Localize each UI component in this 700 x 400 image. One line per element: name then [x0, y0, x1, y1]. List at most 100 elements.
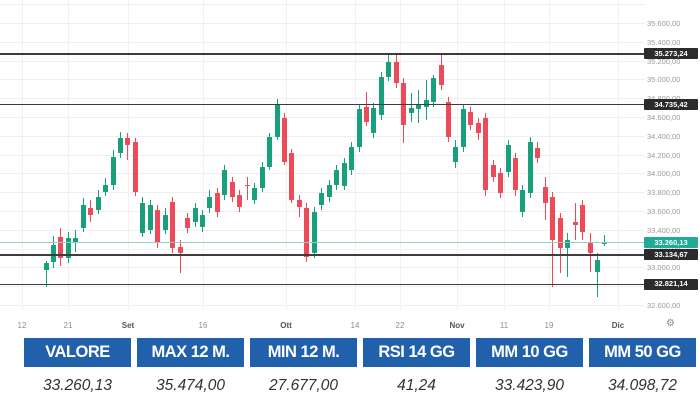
candle [155, 210, 161, 243]
candle [431, 77, 437, 102]
candle [244, 185, 250, 187]
candle [468, 112, 474, 125]
h-gridline [0, 60, 645, 62]
time-tick-label[interactable]: 14 [350, 321, 360, 330]
price-line-label[interactable]: 35.273,24 [644, 48, 698, 60]
price-line-label[interactable]: 32.821,14 [644, 278, 698, 290]
candle [341, 163, 347, 186]
candle [65, 238, 71, 258]
candle [214, 193, 220, 212]
h-gridline [0, 229, 645, 231]
price-tick-label[interactable]: 34.200,00 [647, 150, 681, 160]
candlestick-chart[interactable]: 35.600,00 35.400,00 35.200,00 35.000,00 34.8… [0, 0, 700, 336]
candle [237, 195, 243, 208]
candle [140, 202, 146, 233]
candle [80, 205, 86, 228]
time-tick-label[interactable]: 22 [395, 321, 405, 330]
candle [296, 199, 302, 208]
time-tick-label[interactable]: Dic [611, 321, 625, 330]
candle [43, 262, 49, 271]
candle [304, 208, 310, 258]
candle [445, 101, 451, 137]
candle-wick [45, 260, 47, 288]
plot-area[interactable] [0, 0, 645, 336]
price-tick-label[interactable]: 33.000,00 [647, 263, 681, 273]
price-tick-label[interactable]: 32.600,00 [647, 301, 681, 310]
table-header-cell: VALORE [24, 338, 131, 367]
h-gridline [0, 41, 645, 43]
price-tick-label[interactable]: 35.400,00 [647, 37, 681, 47]
candle-wick [127, 132, 129, 161]
candle [542, 187, 548, 203]
price-tick-label[interactable]: 34.600,00 [647, 113, 681, 122]
h-gridline [0, 98, 645, 100]
candle [565, 240, 571, 248]
v-gridline [504, 0, 505, 310]
time-tick-label[interactable]: 16 [198, 321, 208, 330]
candle [513, 158, 519, 191]
v-gridline [355, 0, 356, 310]
price-tick-label[interactable]: 35.000,00 [647, 75, 681, 85]
price-tick-label[interactable]: 35.200,00 [647, 56, 681, 66]
table-value-cell: 35.474,00 [137, 370, 244, 400]
candle [475, 122, 481, 133]
time-tick-label[interactable]: Set [121, 321, 135, 330]
h-gridline [0, 135, 645, 137]
price-tick-label[interactable]: 33.800,00 [647, 188, 681, 198]
candle [356, 109, 362, 148]
candle [252, 187, 258, 200]
h-gridline [0, 305, 645, 306]
price-tick-label[interactable]: 34.000,00 [647, 169, 681, 179]
candle [349, 147, 355, 170]
time-tick-label[interactable]: 12 [17, 321, 27, 330]
time-tick-label[interactable]: Nov [449, 321, 465, 330]
time-tick-label[interactable]: 19 [544, 321, 554, 330]
candle [438, 65, 444, 86]
candle-wick [425, 80, 427, 120]
candle [498, 173, 504, 194]
candle-wick [604, 234, 606, 246]
price-line-label[interactable]: 34.735,42 [644, 98, 698, 110]
table-value-cell: 33.423,90 [476, 370, 583, 400]
h-gridline [0, 79, 645, 81]
price-tick-label[interactable]: 34.800,00 [647, 94, 680, 103]
candle [326, 184, 332, 197]
v-gridline [128, 0, 129, 310]
candle [281, 117, 287, 163]
candle [587, 242, 593, 254]
settings-icon[interactable]: ⚙ [666, 318, 675, 329]
price-tick-label[interactable]: 33.200,00 [647, 245, 680, 254]
candle [185, 217, 191, 228]
candle [460, 109, 466, 148]
price-line-label[interactable]: 33.134,67 [644, 249, 698, 261]
candle [557, 217, 563, 248]
candle [132, 142, 138, 193]
candle [229, 181, 235, 197]
h-gridline [0, 192, 645, 194]
reference-price-line [0, 254, 645, 256]
table-value-cell: 33.260,13 [24, 370, 131, 400]
candle [289, 152, 295, 200]
h-gridline [0, 117, 645, 118]
candle [50, 244, 56, 262]
table-value-cell: 27.677,00 [250, 370, 357, 400]
candle [259, 166, 265, 188]
candle [95, 196, 101, 211]
candle [363, 106, 369, 122]
v-gridline [549, 0, 550, 310]
v-gridline [618, 0, 619, 310]
time-tick-label[interactable]: 11 [499, 321, 509, 330]
table-header-cell: MAX 12 M. [137, 338, 244, 367]
time-tick-label[interactable]: 21 [63, 321, 73, 330]
price-tick-label[interactable]: 33.600,00 [647, 207, 681, 216]
current-price-label[interactable]: 33.260,13 [644, 237, 698, 249]
candle [73, 238, 79, 242]
h-gridline [0, 248, 645, 250]
time-tick-label[interactable]: Ott [280, 321, 292, 330]
price-tick-label[interactable]: 35.600,00 [647, 19, 681, 28]
price-tick-label[interactable]: 34.400,00 [647, 131, 681, 141]
candle [371, 107, 377, 133]
table-value-cell: 41,24 [363, 370, 470, 400]
price-tick-label[interactable]: 33.400,00 [647, 225, 681, 235]
